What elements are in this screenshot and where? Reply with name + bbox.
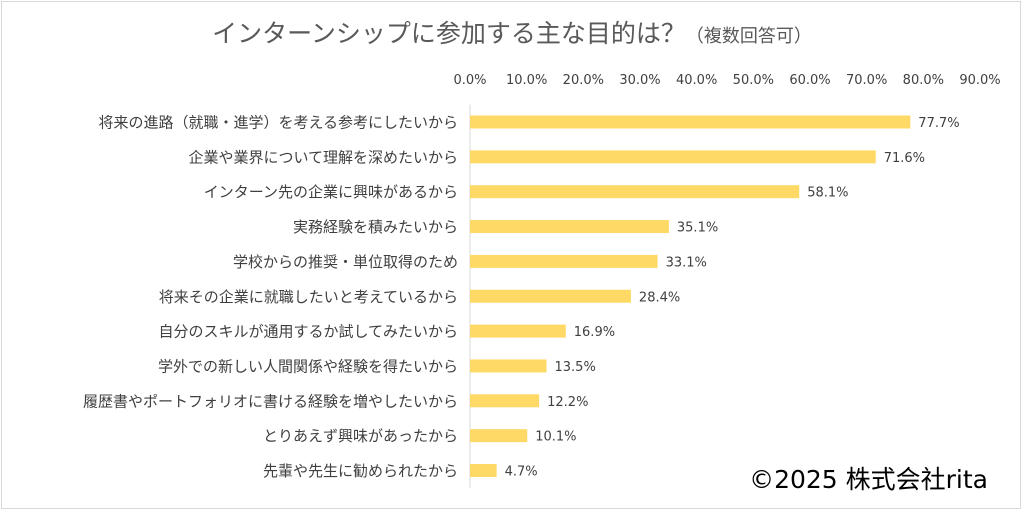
bar (470, 254, 658, 268)
category-label: 企業や業界について理解を深めたいから (188, 148, 458, 166)
category-label: 先輩や先生に勧められたから (263, 462, 458, 480)
data-label: 71.6% (884, 151, 925, 166)
x-tick-label: 90.0% (959, 73, 1000, 88)
data-label: 16.9% (574, 325, 615, 340)
bar (470, 394, 540, 408)
bar (470, 115, 911, 129)
x-tick-label: 50.0% (733, 73, 774, 88)
category-label: 将来その企業に就職したいと考えているから (159, 288, 458, 306)
bar (470, 220, 669, 234)
x-tick-label: 30.0% (619, 73, 660, 88)
x-tick-label: 60.0% (789, 73, 830, 88)
category-label: 学外での新しい人間関係や経験を得たいから (158, 357, 458, 375)
data-label: 12.2% (547, 395, 588, 410)
data-label: 10.1% (535, 430, 576, 445)
bar (470, 185, 800, 199)
category-label: 実務経験を積みたいから (293, 218, 458, 236)
data-label: 33.1% (666, 255, 707, 270)
chart-title-block: インターンシップに参加する主な目的は？（複数回答可） (0, 14, 1024, 50)
x-tick-label: 40.0% (676, 73, 717, 88)
category-label: 自分のスキルが通用するか試してみたいから (158, 323, 458, 341)
category-label: とりあえず興味があったから (263, 427, 458, 445)
data-label: 13.5% (555, 360, 596, 375)
copyright-notice: ©2025 株式会社rita (749, 465, 988, 494)
chart-title: インターンシップに参加する主な目的は？ (212, 19, 686, 48)
chart-subtitle: （複数回答可） (685, 26, 812, 47)
x-tick-label: 70.0% (846, 73, 887, 88)
bar (470, 464, 497, 477)
x-tick-label: 10.0% (506, 73, 547, 88)
category-label: 履歴書やポートフォリオに書ける経験を増やしたいから (83, 392, 458, 410)
data-label: 35.1% (677, 221, 718, 236)
x-tick-label: 20.0% (563, 73, 604, 88)
data-label: 77.7% (918, 116, 959, 131)
bar (470, 429, 528, 443)
bar (470, 150, 876, 164)
category-label: 学校からの推奨・単位取得のため (233, 253, 458, 271)
x-tick-label: 80.0% (903, 73, 944, 88)
category-label: 将来の進路（就職・進学）を考える参考にしたいから (98, 114, 458, 132)
bar (470, 359, 547, 373)
category-label: インターン先の企業に興味があるから (204, 183, 458, 201)
data-label: 28.4% (639, 290, 680, 305)
data-label: 58.1% (807, 186, 848, 201)
bar (470, 324, 566, 338)
data-label: 4.7% (505, 465, 538, 480)
x-tick-label: 0.0% (453, 73, 486, 88)
bar (470, 289, 631, 303)
